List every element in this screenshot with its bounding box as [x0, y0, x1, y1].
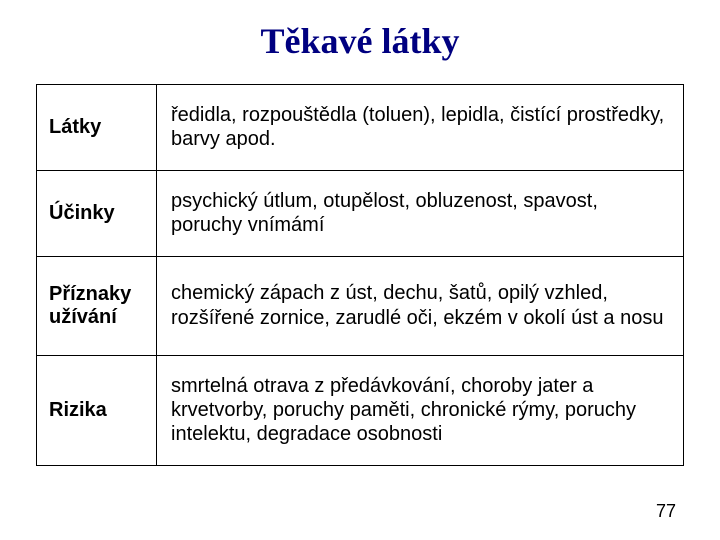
- table-row: Látky ředidla, rozpouštědla (toluen), le…: [37, 85, 684, 171]
- row-label: Rizika: [37, 355, 157, 465]
- slide-title: Těkavé látky: [36, 20, 684, 62]
- table-row: Účinky psychický útlum, otupělost, obluz…: [37, 170, 684, 256]
- info-table: Látky ředidla, rozpouštědla (toluen), le…: [36, 84, 684, 466]
- row-label: Příznaky užívání: [37, 256, 157, 355]
- row-desc: smrtelná otrava z předávkování, choroby …: [157, 355, 684, 465]
- table-row: Rizika smrtelná otrava z předávkování, c…: [37, 355, 684, 465]
- page-number: 77: [656, 501, 676, 522]
- row-desc: chemický zápach z úst, dechu, šatů, opil…: [157, 256, 684, 355]
- table-row: Příznaky užívání chemický zápach z úst, …: [37, 256, 684, 355]
- row-desc: ředidla, rozpouštědla (toluen), lepidla,…: [157, 85, 684, 171]
- slide: Těkavé látky Látky ředidla, rozpouštědla…: [0, 0, 720, 540]
- row-label: Látky: [37, 85, 157, 171]
- row-desc: psychický útlum, otupělost, obluzenost, …: [157, 170, 684, 256]
- row-label: Účinky: [37, 170, 157, 256]
